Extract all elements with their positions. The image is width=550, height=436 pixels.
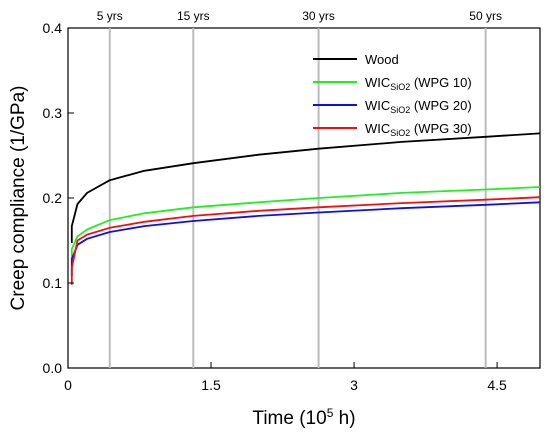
- y-tick-label-2: 0.2: [43, 190, 63, 206]
- legend: Wood WICSiO2 (WPG 10) WICSiO2 (WPG 20) WICS…: [313, 52, 472, 138]
- annotation-label-1: 15 yrs: [177, 9, 210, 23]
- legend-label-1: WICSiO2 (WPG 10): [365, 75, 472, 92]
- series-line-0: [70, 132, 541, 243]
- x-tick-label-1: 1.5: [201, 377, 221, 393]
- x-tick-label-0: 0: [64, 377, 72, 393]
- annotation-label-2: 30 yrs: [302, 9, 335, 23]
- y-tick-label-3: 0.3: [43, 105, 63, 121]
- series-line-3: [70, 196, 541, 285]
- annotation-label-0: 5 yrs: [97, 9, 123, 23]
- legend-label-0: Wood: [365, 52, 399, 67]
- axes: 0 1.5 3 4.5 0.0 0.1 0.2 0.3 0.4: [43, 20, 508, 393]
- plot-frame: [67, 27, 541, 369]
- x-tick-label-3: 4.5: [487, 377, 507, 393]
- plot-area: [67, 27, 541, 369]
- series-line-1: [70, 186, 541, 266]
- y-tick-label-4: 0.4: [43, 20, 63, 36]
- legend-label-3: WICSiO2 (WPG 30): [365, 121, 472, 138]
- legend-label-2: WICSiO2 (WPG 20): [365, 98, 472, 115]
- x-axis-title: Time (105 h): [252, 406, 355, 429]
- y-tick-label-1: 0.1: [43, 275, 63, 291]
- series-lines: [70, 132, 541, 285]
- annotation-label-3: 50 yrs: [469, 9, 502, 23]
- y-tick-label-0: 0.0: [43, 360, 63, 376]
- x-tick-label-2: 3: [350, 377, 358, 393]
- y-axis-title: Creep compliance (1/GPa): [8, 86, 29, 311]
